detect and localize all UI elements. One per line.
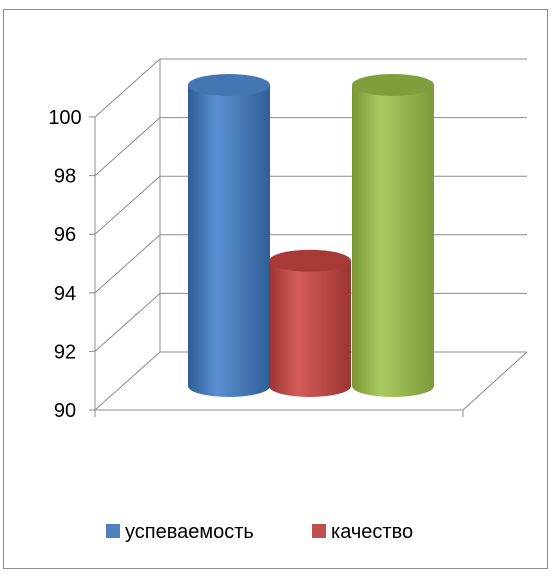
gridline-diagonal <box>94 293 161 352</box>
y-tick-label: 100 <box>48 107 81 129</box>
gridline-diagonal <box>94 234 161 294</box>
bar-3 <box>352 74 434 397</box>
y-tick-label: 92 <box>54 341 76 363</box>
bar-uspevaemost <box>188 74 270 397</box>
cylinder-body <box>352 85 434 397</box>
legend-swatch <box>106 524 120 538</box>
legend: успеваемость качество <box>106 521 413 543</box>
bars <box>188 74 434 397</box>
gridline-diagonal <box>94 58 161 118</box>
y-tick-label: 96 <box>54 224 76 246</box>
y-tick-label: 98 <box>54 166 76 188</box>
legend-label: качество <box>331 521 413 543</box>
gridline-diagonal <box>94 351 161 411</box>
y-tick-label: 94 <box>54 283 76 305</box>
gridline-diagonal <box>94 175 161 235</box>
gridline-diagonal <box>94 117 161 176</box>
bar-kachestvo <box>269 249 351 397</box>
cylinder-top <box>188 74 270 96</box>
legend-item-kachestvo: качество <box>312 521 413 543</box>
floor-right-edge <box>462 351 528 411</box>
cylinder-body <box>188 85 270 397</box>
legend-swatch <box>312 524 326 538</box>
y-axis: 90 92 94 96 98 100 <box>48 107 96 422</box>
legend-item-uspevaemost: успеваемость <box>106 521 254 543</box>
cylinder-top <box>352 74 434 96</box>
legend-label: успеваемость <box>125 521 254 543</box>
cylinder-body <box>269 260 351 397</box>
y-tick-label: 90 <box>54 400 76 422</box>
cylinder-top <box>269 249 351 272</box>
